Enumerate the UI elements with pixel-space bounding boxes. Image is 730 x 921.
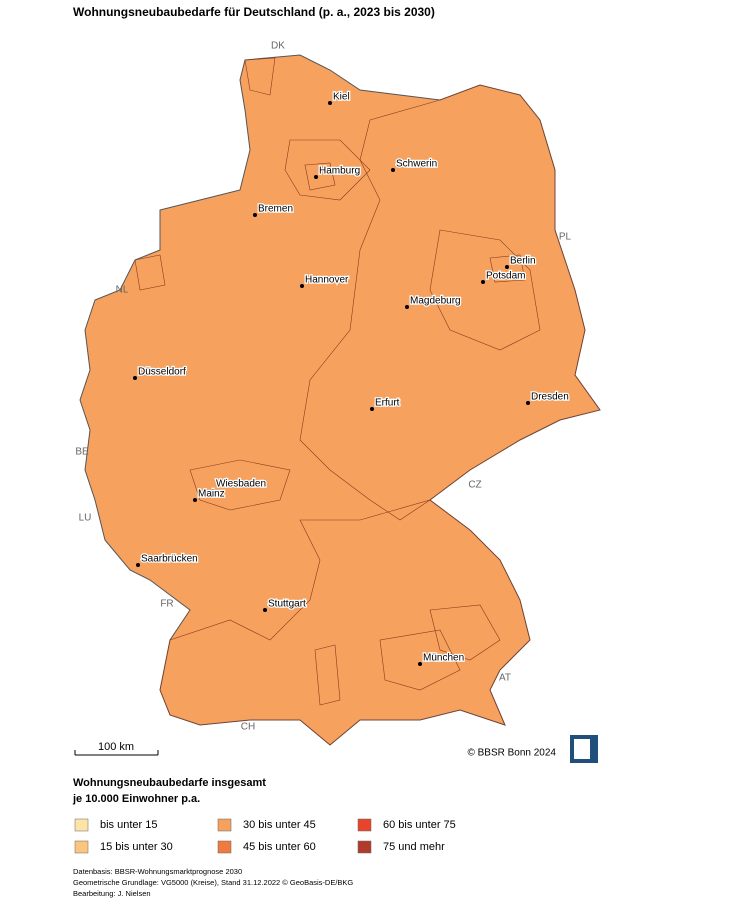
city-dot <box>133 376 137 380</box>
region-southwest <box>189 459 291 511</box>
region-emsland <box>134 254 166 291</box>
legend-label: 45 bis unter 60 <box>243 841 316 853</box>
map-title: Wohnungsneubaubedarfe für Deutschland (p… <box>73 5 435 19</box>
legend-swatch <box>74 818 89 832</box>
region-south <box>159 499 531 746</box>
city-dot <box>526 401 530 405</box>
city-dot <box>481 280 485 284</box>
region-sylt <box>244 57 276 96</box>
country-label: LU <box>79 513 92 524</box>
city-label: Wiesbaden <box>216 479 266 490</box>
country-label: AT <box>499 673 511 684</box>
region-berlin <box>489 254 526 283</box>
country-label: DK <box>271 41 285 52</box>
country-label: CH <box>241 722 255 733</box>
legend-title: je 10.000 Einwohner p.a. <box>72 793 200 805</box>
legend-swatch <box>217 840 232 854</box>
city-label: Hamburg <box>319 166 360 177</box>
legend-label: 15 bis unter 30 <box>100 841 173 853</box>
region-alps <box>314 644 341 706</box>
city-label: Berlin <box>510 256 536 267</box>
city-label: Schwerin <box>396 159 437 170</box>
region-munich <box>379 629 461 691</box>
logo <box>570 735 598 763</box>
region-hamburg <box>304 162 336 191</box>
city-label: Dresden <box>531 392 569 403</box>
city-dot <box>370 407 374 411</box>
city-label: Potsdam <box>486 271 525 282</box>
city-dot <box>136 563 140 567</box>
legend-swatch <box>74 840 89 854</box>
city-label: Saarbrücken <box>141 554 198 565</box>
legend-label: 75 und mehr <box>383 841 445 853</box>
city-label: Düsseldorf <box>138 367 186 378</box>
city-label: Mainz <box>198 489 225 500</box>
legend-label: bis unter 15 <box>100 819 157 831</box>
city-dot <box>300 284 304 288</box>
scale-bar: 100 km <box>74 741 159 756</box>
legend-label: 60 bis unter 75 <box>383 819 456 831</box>
legend-swatch <box>217 818 232 832</box>
logo-inner <box>574 739 590 759</box>
region-mid-east <box>429 229 541 351</box>
country-outline <box>79 54 601 746</box>
city-dot <box>405 305 409 309</box>
country-label: BE <box>75 447 89 458</box>
city-label: Magdeburg <box>410 296 461 307</box>
city-dot <box>193 498 197 502</box>
city-dot <box>314 175 318 179</box>
legend-label: 30 bis unter 45 <box>243 819 316 831</box>
city-label: Hannover <box>305 275 349 286</box>
legend-title: Wohnungsneubaubedarfe insgesamt <box>73 777 266 789</box>
legend-swatch <box>357 840 372 854</box>
country-label: FR <box>160 599 173 610</box>
city-label: Stuttgart <box>268 599 306 610</box>
region-north <box>284 139 371 201</box>
copyright: © BBSR Bonn 2024 <box>467 748 556 759</box>
city-label: Bremen <box>258 204 293 215</box>
source-line: Datenbasis: BBSR-Wohnungsmarktprognose 2… <box>73 867 242 876</box>
legend-swatch <box>357 818 372 832</box>
city-dot <box>391 168 395 172</box>
region-east <box>299 84 601 521</box>
source-line: Bearbeitung: J. Nielsen <box>73 889 151 898</box>
scale-label: 100 km <box>98 741 134 753</box>
source-line: Geometrische Grundlage: VG5000 (Kreise),… <box>73 878 353 887</box>
city-dot <box>505 265 509 269</box>
city-dot <box>211 488 215 492</box>
country-label: PL <box>559 232 572 243</box>
city-label: Erfurt <box>375 398 400 409</box>
city-dot <box>253 213 257 217</box>
city-dot <box>328 101 332 105</box>
city-label: München <box>423 653 464 664</box>
city-dot <box>418 662 422 666</box>
city-dot <box>263 608 267 612</box>
region-bavaria-east <box>429 604 501 661</box>
country-label: NL <box>116 285 129 296</box>
city-label: Kiel <box>333 92 350 103</box>
map <box>79 54 601 746</box>
country-label: CZ <box>468 480 481 491</box>
